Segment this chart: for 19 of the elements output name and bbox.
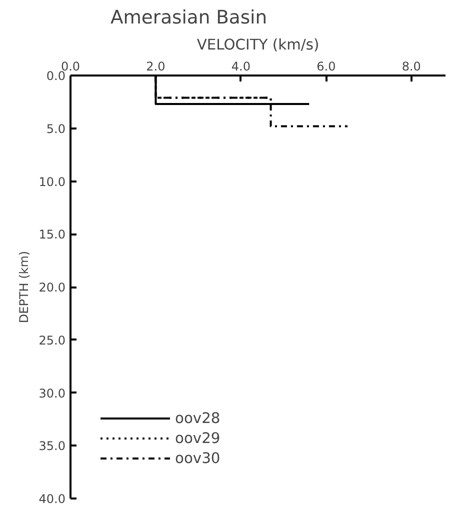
y-axis-title: DEPTH (km) — [16, 250, 31, 324]
y-tick-label: 20.0 — [38, 280, 66, 294]
y-tick-label: 15.0 — [38, 228, 66, 242]
x-tick-label: 6.0 — [316, 60, 336, 74]
y-tick-label: 35.0 — [38, 439, 66, 454]
x-tick-label: 8.0 — [402, 60, 421, 74]
y-tick-label: 5.0 — [46, 122, 66, 136]
legend-label: oov29 — [175, 430, 220, 446]
y-tick-label: 40.0 — [38, 492, 66, 506]
x-axis-title: VELOCITY (km/s) — [196, 36, 320, 54]
y-tick-label: 25.0 — [38, 333, 66, 348]
chart-title: Amerasian Basin — [110, 8, 268, 28]
legend-label: oov30 — [175, 450, 220, 466]
y-tick-label: 0.0 — [46, 69, 66, 83]
x-tick-label: 2.0 — [146, 60, 166, 74]
legend-label: oov28 — [175, 410, 220, 426]
x-tick-label: 4.0 — [231, 60, 251, 74]
y-tick-label: 10.0 — [38, 174, 66, 189]
y-tick-label: 30.0 — [38, 386, 66, 400]
